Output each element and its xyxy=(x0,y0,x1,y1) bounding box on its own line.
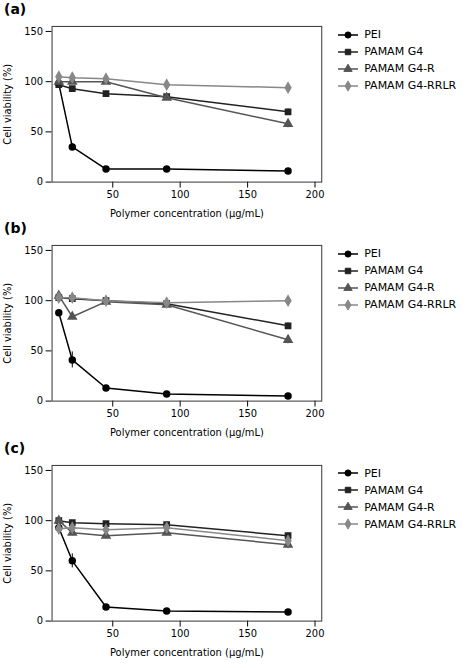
svg-text:Polymer concentration (μg/mL): Polymer concentration (μg/mL) xyxy=(110,427,264,438)
svg-text:50: 50 xyxy=(106,408,119,419)
html-text:(c): (c) xyxy=(4,439,26,456)
svg-text:100: 100 xyxy=(171,628,190,639)
html-text:PAMAM G4: PAMAM G4 xyxy=(364,264,424,278)
html-text:(a): (a) xyxy=(4,1,27,17)
svg-text:100: 100 xyxy=(171,189,190,200)
html-text:PAMAM G4-R: PAMAM G4-R xyxy=(364,281,435,295)
html-text:PAMAM G4-RRLR: PAMAM G4-RRLR xyxy=(364,517,457,531)
html-text:PAMAM G4-R: PAMAM G4-R xyxy=(364,500,435,514)
svg-text:Cell viability (%): Cell viability (%) xyxy=(2,283,13,364)
svg-text:Cell viability (%): Cell viability (%) xyxy=(2,502,13,583)
html-text:PAMAM G4-RRLR: PAMAM G4-RRLR xyxy=(364,79,457,92)
html-text:(b): (b) xyxy=(4,220,27,237)
svg-text:0: 0 xyxy=(37,176,43,187)
html-text:PAMAM G4-R: PAMAM G4-R xyxy=(364,62,435,75)
html-text:PEI: PEI xyxy=(364,28,381,41)
svg-text:50: 50 xyxy=(106,628,119,639)
html-text:PEI: PEI xyxy=(364,247,381,261)
svg-text:200: 200 xyxy=(306,408,325,419)
svg-text:100: 100 xyxy=(24,514,43,525)
svg-text:50: 50 xyxy=(31,126,44,137)
svg-text:150: 150 xyxy=(24,26,43,37)
svg-text:0: 0 xyxy=(37,615,43,626)
svg-text:50: 50 xyxy=(106,189,119,200)
svg-text:150: 150 xyxy=(238,189,257,200)
html-text:PAMAM G4: PAMAM G4 xyxy=(364,45,424,58)
svg-text:200: 200 xyxy=(306,189,325,200)
svg-text:150: 150 xyxy=(24,245,43,256)
svg-text:100: 100 xyxy=(171,408,190,419)
svg-text:50: 50 xyxy=(31,565,44,576)
html-text:PAMAM G4: PAMAM G4 xyxy=(364,483,424,497)
svg-text:Polymer concentration (μg/mL): Polymer concentration (μg/mL) xyxy=(110,208,264,219)
svg-text:100: 100 xyxy=(24,295,43,306)
svg-text:Cell viability (%): Cell viability (%) xyxy=(2,64,13,145)
svg-text:150: 150 xyxy=(238,628,257,639)
html-text:PAMAM G4-RRLR: PAMAM G4-RRLR xyxy=(364,298,457,312)
svg-text:Polymer concentration (μg/mL): Polymer concentration (μg/mL) xyxy=(110,646,264,657)
html-text:PEI: PEI xyxy=(364,466,381,480)
svg-text:200: 200 xyxy=(306,628,325,639)
svg-text:150: 150 xyxy=(238,408,257,419)
svg-text:150: 150 xyxy=(24,464,43,475)
svg-text:100: 100 xyxy=(24,76,43,87)
svg-text:0: 0 xyxy=(37,396,43,407)
svg-text:50: 50 xyxy=(31,345,44,356)
